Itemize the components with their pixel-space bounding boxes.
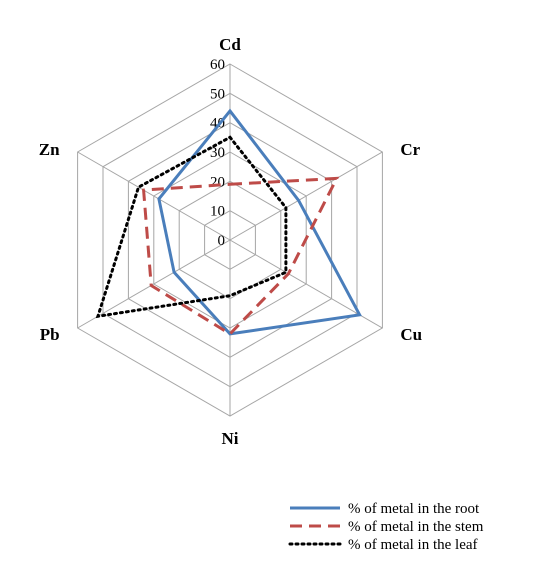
series-lines	[95, 108, 362, 336]
radar-spoke	[77, 239, 231, 329]
legend-label: % of metal in the leaf	[348, 537, 478, 553]
axis-labels: Cd Cr Cu Ni Pb Zn	[39, 35, 422, 448]
radar-spokes	[77, 64, 383, 416]
radar-spoke	[77, 151, 231, 241]
tick-label: 50	[210, 86, 225, 102]
legend-label: % of metal in the root	[348, 501, 480, 517]
tick-label: 0	[218, 233, 226, 249]
radar-spoke	[229, 239, 383, 329]
series-line-dotted	[95, 135, 288, 319]
axis-label-cd: Cd	[219, 35, 241, 54]
axis-label-zn: Zn	[39, 140, 60, 159]
legend: % of metal in the root % of metal in the …	[288, 501, 484, 553]
tick-label: 30	[210, 145, 225, 161]
series-line-solid	[157, 108, 362, 336]
axis-label-pb: Pb	[40, 325, 60, 344]
series-line-dashed	[141, 176, 340, 336]
radar-spoke	[229, 151, 383, 241]
legend-label: % of metal in the stem	[348, 519, 484, 535]
tick-label: 10	[210, 204, 225, 220]
axis-label-ni: Ni	[222, 429, 239, 448]
tick-label: 60	[210, 57, 225, 73]
axis-label-cu: Cu	[400, 325, 422, 344]
axis-label-cr: Cr	[400, 140, 420, 159]
tick-label: 20	[210, 174, 225, 190]
